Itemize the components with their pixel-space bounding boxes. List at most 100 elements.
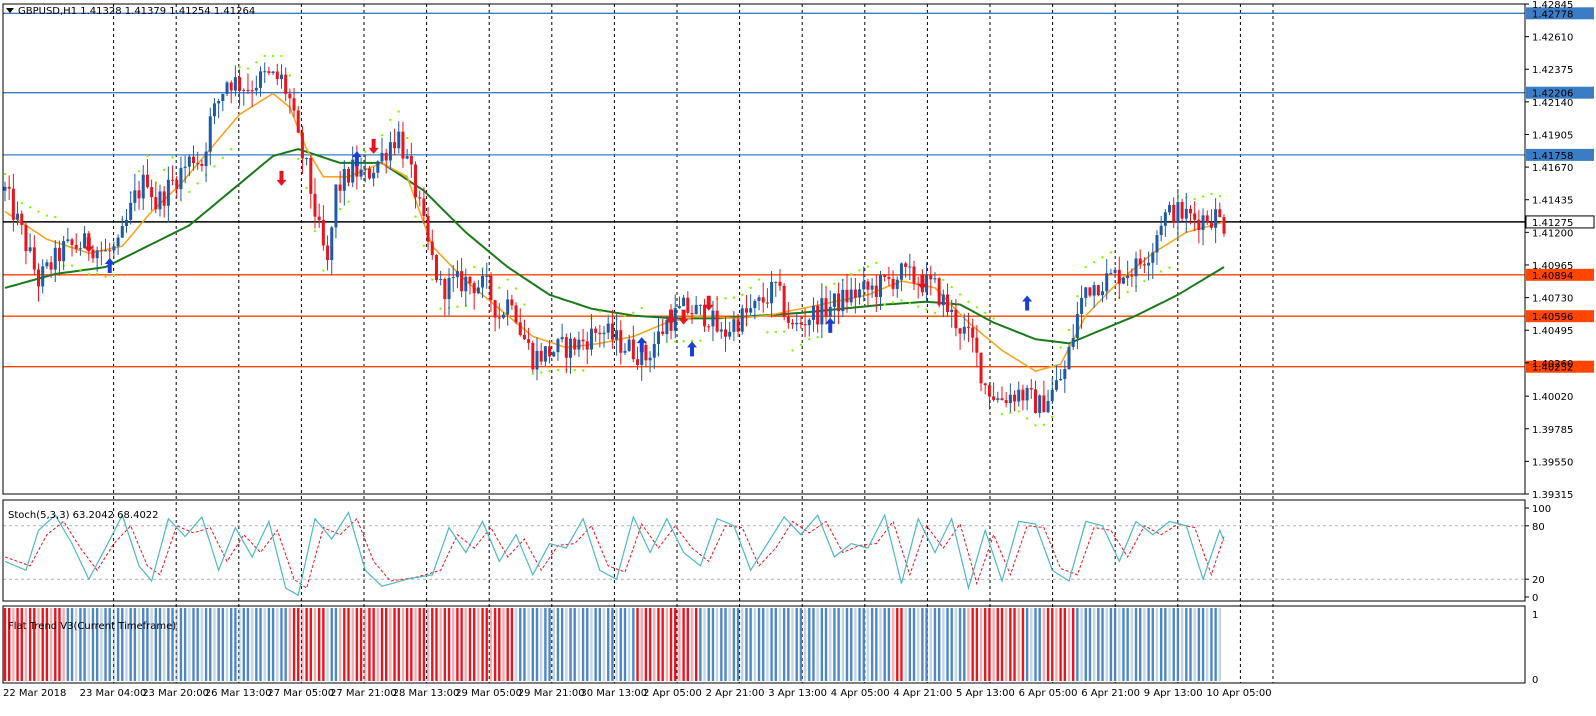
flat-trend-bar: [75, 608, 78, 681]
candle-body: [476, 287, 480, 294]
flat-trend-bar: [979, 608, 983, 681]
psar-dot: [146, 154, 149, 158]
candle-body: [1155, 235, 1159, 253]
candle-body: [1218, 209, 1222, 218]
candle-body: [321, 220, 325, 246]
flat-trend-bar: [355, 608, 359, 681]
candle-body: [757, 297, 761, 301]
psar-dot: [439, 307, 442, 310]
flat-trend-bar: [988, 608, 991, 681]
candle-body: [543, 346, 547, 362]
flat-trend-bar: [485, 608, 488, 681]
flat-trend-bar: [3, 608, 7, 681]
flat-trend-bar: [20, 608, 23, 681]
flat-trend-bar: [196, 608, 199, 681]
candle-body: [1101, 291, 1105, 296]
flat-trend-bar: [762, 608, 765, 681]
flat-trend-bar: [1147, 608, 1150, 681]
slow-moving-average: [4, 148, 1225, 345]
price-level-label: 1.40596: [1532, 312, 1573, 323]
candle-body: [627, 339, 631, 351]
psar-dot: [891, 301, 895, 304]
fast-moving-average: [4, 92, 1225, 373]
candle-body: [1205, 215, 1209, 223]
flat-trend-bar: [870, 608, 874, 681]
y-tick-label: 1.42610: [1532, 33, 1573, 44]
y-tick-label: 1.41905: [1532, 130, 1573, 141]
flat-trend-bar: [942, 608, 945, 681]
candle-body: [145, 174, 149, 188]
flat-trend-bar: [16, 608, 19, 681]
psar-dot: [1084, 265, 1087, 269]
y-tick-label: 1.40020: [1532, 392, 1573, 403]
stoch-header: Stoch(5,3,3) 63.2042 68.4022: [8, 510, 159, 521]
psar-dot: [297, 157, 300, 160]
flat-trend-bar: [808, 608, 811, 681]
flat-trend-bar: [464, 608, 467, 681]
psar-dot: [539, 371, 543, 374]
candle-body: [1042, 395, 1046, 413]
psar-dot: [414, 215, 417, 218]
psar-dot: [422, 244, 426, 247]
flat-trend-bar: [267, 608, 271, 681]
flat-trend-bar: [937, 608, 941, 681]
price-level-tag: [1526, 86, 1594, 99]
candle-body: [992, 396, 996, 400]
candle-body: [778, 281, 782, 286]
candle-body: [581, 339, 585, 342]
flat-trend-bar: [28, 608, 32, 681]
candle-body: [28, 247, 32, 252]
flat-trend-bar: [1214, 608, 1217, 681]
candle-body: [1029, 387, 1033, 390]
flat-trend-bar: [883, 608, 886, 681]
candle-body: [334, 184, 338, 228]
psar-dot: [263, 54, 266, 58]
candle-body: [309, 157, 313, 194]
candle-body: [1172, 204, 1176, 223]
price-level-label: 1.41758: [1532, 151, 1573, 162]
buy-arrow-icon: [1022, 295, 1033, 311]
flat-trend-bar: [313, 608, 317, 681]
flat-trend-bar: [849, 608, 853, 681]
candles: [3, 62, 1226, 418]
candle-body: [263, 71, 267, 73]
candle-body: [99, 250, 103, 252]
candle-body: [573, 338, 577, 350]
psar-dot: [774, 330, 777, 334]
candle-body: [724, 329, 728, 337]
candle-body: [53, 247, 57, 270]
price-level-tag: [1526, 360, 1594, 373]
flat-trend-bar: [368, 608, 371, 681]
flat-trend-bar: [1046, 608, 1050, 681]
candle-body: [426, 215, 430, 242]
flat-trend-bar: [351, 608, 354, 681]
candle-body: [1184, 208, 1188, 219]
flat-trend-bar: [1134, 608, 1138, 681]
flat-trend-bar: [699, 608, 702, 681]
flat-trend-bar: [929, 608, 932, 681]
psar-dot: [456, 305, 459, 309]
candle-body: [233, 77, 237, 91]
psar-dot: [917, 305, 920, 308]
candle-body: [229, 82, 233, 91]
flat-trend-bar: [787, 608, 790, 681]
flat-trend-bar: [66, 608, 70, 681]
candle-body: [242, 89, 246, 91]
flat-trend-bar: [539, 608, 543, 681]
flat-trend-bar: [481, 608, 484, 681]
candle-body: [497, 317, 501, 319]
flat-trend-bar: [1206, 608, 1209, 681]
candle-body: [1008, 394, 1012, 404]
candle-body: [1105, 273, 1109, 292]
flat-trend-bar: [866, 608, 870, 681]
flat-trend-bar: [410, 608, 413, 681]
stoch-main-line: [4, 511, 1225, 597]
flat-trend-bar: [200, 608, 204, 681]
candle-body: [154, 197, 158, 210]
flat-trend-bar: [330, 608, 333, 681]
flat-trend-bar: [1180, 608, 1184, 681]
psar-dot: [431, 278, 434, 281]
candle-body: [941, 294, 945, 306]
psar-dot: [1076, 294, 1079, 298]
